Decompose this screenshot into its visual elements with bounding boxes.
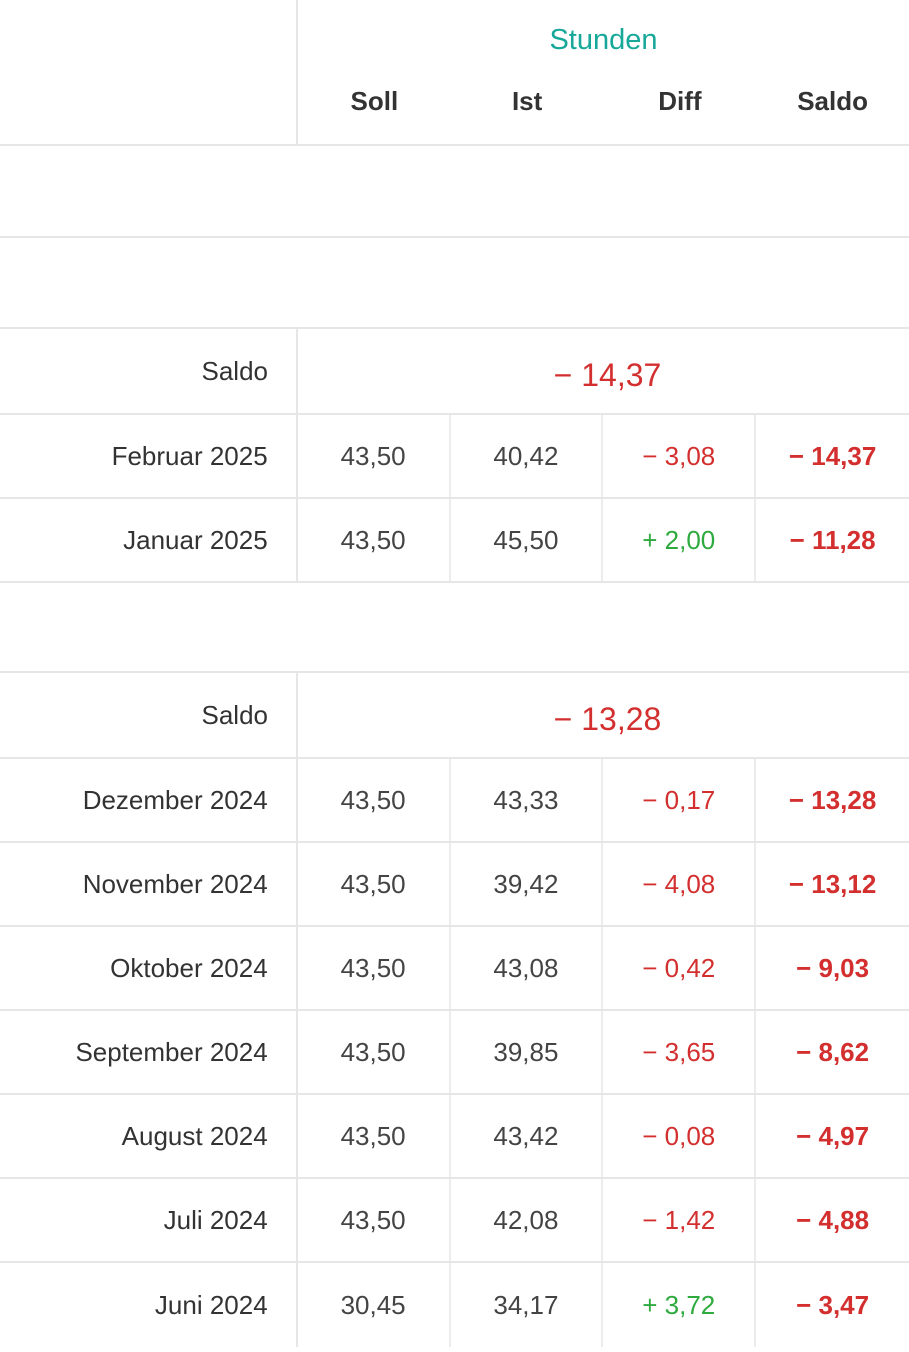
soll-value: 43,50 [298, 1011, 451, 1093]
spacer [0, 238, 909, 327]
saldo-value: − 9,03 [796, 952, 870, 983]
diff-value: − 4,08 [603, 843, 757, 925]
group-saldo-row: Saldo − 13,28 [0, 671, 909, 759]
ist-value: 39,85 [451, 1011, 604, 1093]
column-header-saldo: Saldo [797, 86, 869, 116]
soll-value: 43,50 [298, 1179, 451, 1261]
month-label: Juli 2024 [0, 1179, 298, 1261]
diff-value: − 0,08 [603, 1095, 757, 1177]
group-saldo-value: − 13,28 [553, 700, 662, 737]
soll-value: 43,50 [298, 415, 451, 497]
saldo-label: Saldo [0, 329, 298, 413]
group-saldo-value: − 14,37 [553, 356, 662, 393]
table-row: November 2024 43,50 39,42 − 4,08 − 13,12 [0, 843, 909, 927]
saldo-value: − 13,28 [788, 784, 877, 815]
empty-row [0, 146, 909, 238]
diff-value: − 3,08 [603, 415, 757, 497]
soll-value: 43,50 [298, 759, 451, 841]
month-label: Oktober 2024 [0, 927, 298, 1009]
header-hours-group: Stunden Soll Ist Diff Saldo [298, 0, 909, 144]
ist-value: 34,17 [451, 1263, 604, 1347]
group-saldo-row: Saldo − 14,37 [0, 327, 909, 415]
saldo-value: − 11,28 [789, 524, 876, 555]
table-row: Januar 2025 43,50 45,50 + 2,00 − 11,28 [0, 499, 909, 583]
diff-value: + 2,00 [603, 499, 757, 581]
ist-value: 42,08 [451, 1179, 604, 1261]
table-row: September 2024 43,50 39,85 − 3,65 − 8,62 [0, 1011, 909, 1095]
table-row: Juli 2024 43,50 42,08 − 1,42 − 4,88 [0, 1179, 909, 1263]
saldo-value: − 13,12 [788, 868, 877, 899]
hours-group-title: Stunden [549, 24, 658, 56]
table-row: Oktober 2024 43,50 43,08 − 0,42 − 9,03 [0, 927, 909, 1011]
column-header-soll: Soll [350, 86, 399, 116]
month-label: Februar 2025 [0, 415, 298, 497]
table-row: Juni 2024 30,45 34,17 + 3,72 − 3,47 [0, 1263, 909, 1347]
saldo-value: − 14,37 [788, 440, 877, 471]
soll-value: 43,50 [298, 499, 451, 581]
ist-value: 43,42 [451, 1095, 604, 1177]
month-label: Juni 2024 [0, 1263, 298, 1347]
saldo-value: − 4,97 [796, 1120, 870, 1151]
table-header: Stunden Soll Ist Diff Saldo [0, 0, 909, 146]
diff-value: − 3,65 [603, 1011, 757, 1093]
ist-value: 39,42 [451, 843, 604, 925]
header-label-cell [0, 0, 298, 144]
month-label: September 2024 [0, 1011, 298, 1093]
saldo-value: − 4,88 [796, 1204, 870, 1235]
table-row: Februar 2025 43,50 40,42 − 3,08 − 14,37 [0, 415, 909, 499]
diff-value: + 3,72 [603, 1263, 757, 1347]
column-header-ist: Ist [511, 86, 543, 116]
ist-value: 40,42 [451, 415, 604, 497]
ist-value: 43,08 [451, 927, 604, 1009]
saldo-value: − 8,62 [796, 1036, 870, 1067]
soll-value: 43,50 [298, 1095, 451, 1177]
table-row: August 2024 43,50 43,42 − 0,08 − 4,97 [0, 1095, 909, 1179]
soll-value: 30,45 [298, 1263, 451, 1347]
table-row: Dezember 2024 43,50 43,33 − 0,17 − 13,28 [0, 759, 909, 843]
month-label: Dezember 2024 [0, 759, 298, 841]
soll-value: 43,50 [298, 843, 451, 925]
ist-value: 43,33 [451, 759, 604, 841]
diff-value: − 0,17 [603, 759, 757, 841]
month-label: August 2024 [0, 1095, 298, 1177]
diff-value: − 0,42 [603, 927, 757, 1009]
diff-value: − 1,42 [603, 1179, 757, 1261]
saldo-label: Saldo [0, 673, 298, 757]
column-header-diff: Diff [658, 86, 702, 116]
saldo-value: − 3,47 [796, 1289, 870, 1320]
month-label: Januar 2025 [0, 499, 298, 581]
month-label: November 2024 [0, 843, 298, 925]
ist-value: 45,50 [451, 499, 604, 581]
spacer [0, 583, 909, 671]
soll-value: 43,50 [298, 927, 451, 1009]
